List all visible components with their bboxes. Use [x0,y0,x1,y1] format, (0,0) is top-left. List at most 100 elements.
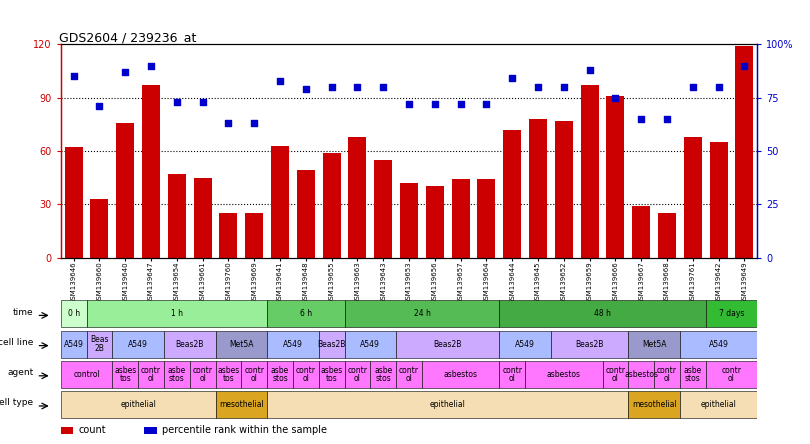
Bar [499,361,525,388]
Bar [241,361,267,388]
Bar [607,96,625,258]
Bar [215,361,241,388]
Bar [426,186,444,258]
Text: contr
ol: contr ol [722,366,741,383]
Bar [370,361,396,388]
Text: 48 h: 48 h [594,309,611,318]
Text: asbe
stos: asbe stos [271,366,289,383]
Bar [61,391,215,418]
Bar [629,391,680,418]
Point [428,100,441,107]
Bar [61,361,113,388]
Bar [654,361,680,388]
Bar [344,300,499,328]
Bar [629,361,654,388]
Point [609,94,622,101]
Bar [215,330,267,358]
Text: asbe
stos: asbe stos [168,366,186,383]
Text: contr
ol: contr ol [502,366,522,383]
Point [377,83,390,91]
Bar [581,85,599,258]
Bar [555,121,573,258]
Point [325,83,338,91]
Bar [684,137,702,258]
Bar [680,391,757,418]
Point [712,83,725,91]
Text: A549: A549 [283,340,303,349]
Text: asbestos: asbestos [625,370,659,379]
Text: A549: A549 [360,340,380,349]
Text: Beas2B: Beas2B [318,340,346,349]
Point [222,120,235,127]
Bar [168,174,185,258]
Text: contr
ol: contr ol [296,366,316,383]
Point [196,99,209,106]
Bar [529,119,547,258]
Bar [296,170,315,258]
Bar [319,330,344,358]
Bar [396,330,499,358]
Text: contr
ol: contr ol [141,366,161,383]
Text: asbes
tos: asbes tos [321,366,343,383]
Text: 0 h: 0 h [67,309,79,318]
Bar [344,330,396,358]
Point [531,83,544,91]
Bar [267,391,629,418]
Bar [710,142,727,258]
Bar [658,213,676,258]
Bar [499,300,706,328]
Bar [271,146,289,258]
Bar [503,130,522,258]
Text: A549: A549 [128,340,148,349]
Text: contr
ol: contr ol [399,366,419,383]
Bar [477,179,496,258]
Text: 1 h: 1 h [171,309,183,318]
Bar [680,361,706,388]
Bar [633,206,650,258]
Point [686,83,699,91]
Text: asbe
stos: asbe stos [684,366,702,383]
Text: asbes
tos: asbes tos [114,366,136,383]
Bar [220,213,237,258]
Bar [61,427,73,433]
Bar [735,46,753,258]
Text: asbe
stos: asbe stos [374,366,392,383]
Bar [267,361,293,388]
Point [480,100,493,107]
Bar [142,85,160,258]
Text: 6 h: 6 h [300,309,312,318]
Bar [61,330,87,358]
Text: contr
ol: contr ol [347,366,368,383]
Point [454,100,467,107]
Bar [400,183,418,258]
Bar [267,300,344,328]
Bar [91,199,109,258]
Bar [61,300,87,328]
Text: asbes
tos: asbes tos [217,366,240,383]
Bar [344,361,370,388]
Text: contr
ol: contr ol [605,366,625,383]
Text: agent: agent [7,368,33,377]
Bar [65,147,83,258]
Text: contr
ol: contr ol [245,366,264,383]
Bar [113,361,139,388]
Text: epithelial: epithelial [120,400,156,409]
Bar [706,361,757,388]
Point [93,103,106,110]
Bar [164,361,190,388]
Text: Met5A: Met5A [229,340,254,349]
Point [144,62,157,69]
Point [635,115,648,123]
Text: Beas
2B: Beas 2B [90,336,109,353]
Bar [87,330,113,358]
Text: count: count [78,424,106,435]
Point [738,62,751,69]
Text: mesothelial: mesothelial [632,400,676,409]
Text: cell line: cell line [0,338,33,347]
Text: 24 h: 24 h [414,309,430,318]
Point [403,100,416,107]
Bar [245,213,263,258]
Bar [190,361,215,388]
Point [300,86,313,93]
Bar [680,330,757,358]
